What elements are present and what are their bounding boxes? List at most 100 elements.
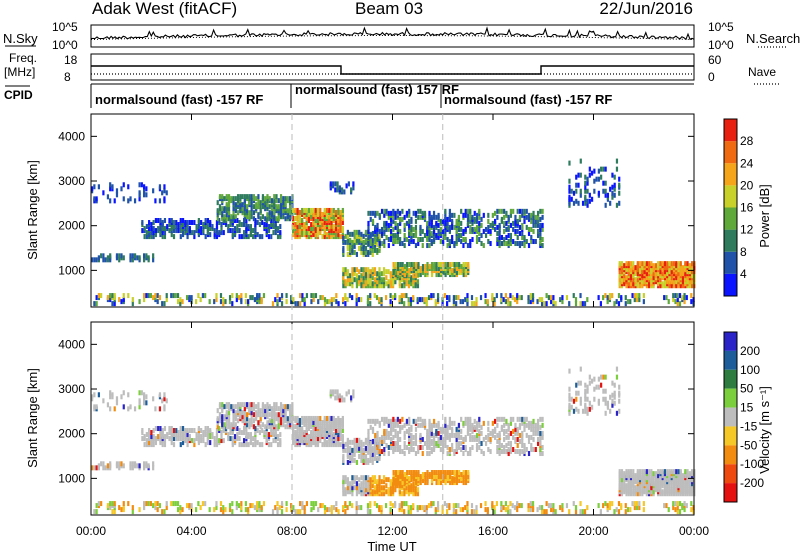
power-cell [539, 217, 541, 222]
velocity-cell [589, 381, 591, 386]
power-cell [374, 239, 376, 244]
velocity-cell [148, 463, 150, 468]
velocity-cell [575, 397, 577, 402]
velocity-cell [662, 469, 664, 474]
power-cell [677, 261, 679, 266]
velocity-cell [100, 501, 102, 506]
power-cell [261, 297, 263, 302]
power-cell [209, 232, 211, 237]
power-cell [344, 293, 346, 298]
power-cell [505, 235, 507, 240]
velocity-cell [584, 403, 586, 408]
power-cell [512, 209, 514, 214]
velocity-cell [677, 469, 679, 474]
velocity-cell [605, 375, 607, 380]
power-cell [111, 184, 113, 189]
velocity-cell [431, 447, 433, 452]
power-cell [385, 275, 387, 280]
velocity-cell [465, 445, 467, 450]
power-cell [541, 237, 543, 242]
power-cell [404, 264, 406, 269]
power-cell [394, 293, 396, 298]
power-cell [422, 243, 424, 248]
velocity-cell [234, 434, 236, 439]
velocity-cell [222, 505, 224, 510]
velocity-cell [376, 503, 378, 508]
velocity-cell [420, 474, 422, 479]
power-cell [586, 297, 588, 302]
power-cell [123, 196, 125, 201]
power-cell [349, 238, 351, 243]
power-cell [146, 224, 148, 229]
power-cell [383, 209, 385, 214]
power-cell [611, 191, 613, 196]
power-cell [487, 239, 489, 244]
velocity-cell [159, 503, 161, 508]
velocity-cell [238, 503, 240, 508]
power-cell [145, 192, 147, 197]
velocity-cell [279, 505, 281, 510]
velocity-cell [528, 451, 530, 456]
velocity-cell [120, 394, 122, 399]
velocity-cell [150, 501, 152, 506]
velocity-cell [618, 391, 620, 396]
power-cell [153, 220, 155, 225]
power-cell [589, 173, 591, 178]
velocity-cell [680, 469, 682, 474]
power-cell [347, 269, 349, 274]
power-cell [512, 227, 514, 232]
power-cell [232, 196, 234, 201]
velocity-cell [646, 469, 648, 474]
velocity-cell [648, 469, 650, 474]
velocity-cell [496, 417, 498, 422]
velocity-cell [374, 419, 376, 424]
velocity-cell [496, 439, 498, 444]
power-cell [98, 293, 100, 298]
velocity-cell [607, 401, 609, 406]
power-cell [215, 293, 217, 298]
velocity-cell [132, 461, 134, 466]
velocity-cell [417, 470, 419, 475]
power-cell [614, 193, 616, 198]
velocity-cell [155, 426, 157, 431]
power-cell [528, 227, 530, 232]
velocity-cell [250, 432, 252, 437]
velocity-cell [301, 501, 303, 506]
velocity-cell [530, 421, 532, 426]
power-cell [494, 227, 496, 232]
power-cell [417, 279, 419, 284]
velocity-cell [238, 428, 240, 433]
power-cell [287, 208, 289, 213]
velocity-cell [460, 429, 462, 434]
power-cell [402, 262, 404, 267]
velocity-cell [399, 437, 401, 442]
velocity-cell [584, 389, 586, 394]
power-cell [526, 215, 528, 220]
power-cell [395, 211, 397, 216]
nave-label: Nave [748, 65, 776, 79]
power-cell [253, 194, 255, 199]
power-cell [379, 241, 381, 246]
velocity-cell [593, 377, 595, 382]
power-cell [453, 225, 455, 230]
velocity-cell [109, 461, 111, 466]
power-cell [431, 239, 433, 244]
velocity-cell [605, 389, 607, 394]
velocity-cell [114, 501, 116, 506]
power-cell [417, 297, 419, 302]
velocity-cell [471, 423, 473, 428]
power-cell [419, 225, 421, 230]
power-cell [345, 234, 347, 239]
colorbar-tick-label: 28 [740, 134, 754, 148]
velocity-cell [280, 402, 282, 407]
velocity-cell [301, 426, 303, 431]
power-cell [404, 233, 406, 238]
power-cell [411, 262, 413, 267]
velocity-cell [426, 451, 428, 456]
velocity-cell [341, 395, 343, 400]
power-cell [312, 208, 314, 213]
velocity-cell [378, 475, 380, 480]
power-cell [335, 299, 337, 304]
